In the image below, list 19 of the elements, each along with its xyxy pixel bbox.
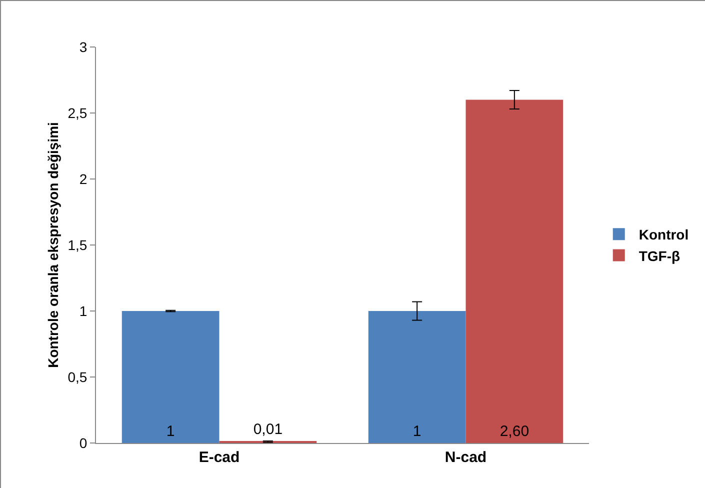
y-tick-label: 0,5: [68, 368, 88, 385]
y-axis-title: Kontrole oranla ekspresyon değişimi: [45, 122, 61, 368]
legend-label: Kontrol: [638, 226, 689, 243]
y-tick-label: 2: [79, 170, 88, 187]
y-tick-label: 2,5: [68, 104, 88, 121]
y-tick-label: 3: [79, 38, 88, 55]
data-label: 1: [166, 423, 175, 440]
bar: [368, 311, 466, 443]
y-tick-label: 1: [79, 302, 88, 319]
x-tick-label: N-cad: [444, 449, 487, 466]
legend-label: TGF-β: [638, 248, 681, 264]
data-label: 1: [412, 423, 422, 440]
data-label: 2,60: [500, 423, 530, 440]
y-tick-label: 0: [79, 434, 88, 451]
bar: [122, 311, 220, 443]
data-label: 0,01: [253, 421, 283, 438]
bar: [466, 100, 564, 443]
x-tick-label: E-cad: [198, 449, 240, 466]
y-tick-label: 1,5: [68, 236, 88, 253]
